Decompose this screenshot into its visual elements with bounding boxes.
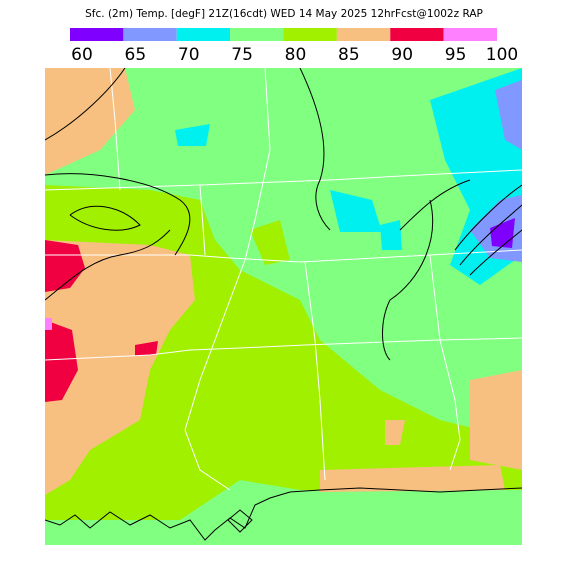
colorbar-label: 70 xyxy=(178,45,200,65)
temperature-region xyxy=(320,465,505,492)
colorbar-swatch xyxy=(283,28,337,41)
temperature-region xyxy=(135,341,158,356)
temperature-region xyxy=(330,190,382,232)
colorbar-swatch xyxy=(123,28,177,41)
colorbar-swatch xyxy=(176,28,231,41)
temperature-region xyxy=(60,200,150,240)
colorbar-label: 95 xyxy=(445,45,467,65)
temperature-region xyxy=(495,80,522,150)
map-lines xyxy=(45,68,522,541)
colorbar-swatch xyxy=(336,28,391,41)
temperature-region xyxy=(45,240,85,292)
colorbar-label: 85 xyxy=(338,45,360,65)
colorbar-swatch xyxy=(443,28,497,41)
colorbar-swatch xyxy=(390,28,444,41)
colorbar-swatch xyxy=(230,28,284,41)
colorbar: 60 65 70 75 80 85 90 95 100 xyxy=(70,28,518,65)
temperature-region xyxy=(380,220,402,250)
temperature-region xyxy=(45,318,52,330)
temperature-region xyxy=(45,240,195,495)
colorbar-label: 65 xyxy=(125,45,147,65)
temperature-region xyxy=(45,320,78,402)
temperature-region xyxy=(470,370,522,470)
temperature-region xyxy=(385,420,405,445)
map-title: Sfc. (2m) Temp. [degF] 21Z(16cdt) WED 14… xyxy=(85,8,483,20)
colorbar-label: 80 xyxy=(285,45,307,65)
colorbar-label: 100 xyxy=(486,45,518,65)
colorbar-label: 75 xyxy=(231,45,253,65)
colorbar-label: 60 xyxy=(71,45,93,65)
colorbar-swatch xyxy=(70,28,124,41)
temperature-region xyxy=(250,220,290,265)
temperature-region xyxy=(175,124,210,146)
colorbar-label: 90 xyxy=(391,45,413,65)
temperature-map xyxy=(45,68,522,545)
